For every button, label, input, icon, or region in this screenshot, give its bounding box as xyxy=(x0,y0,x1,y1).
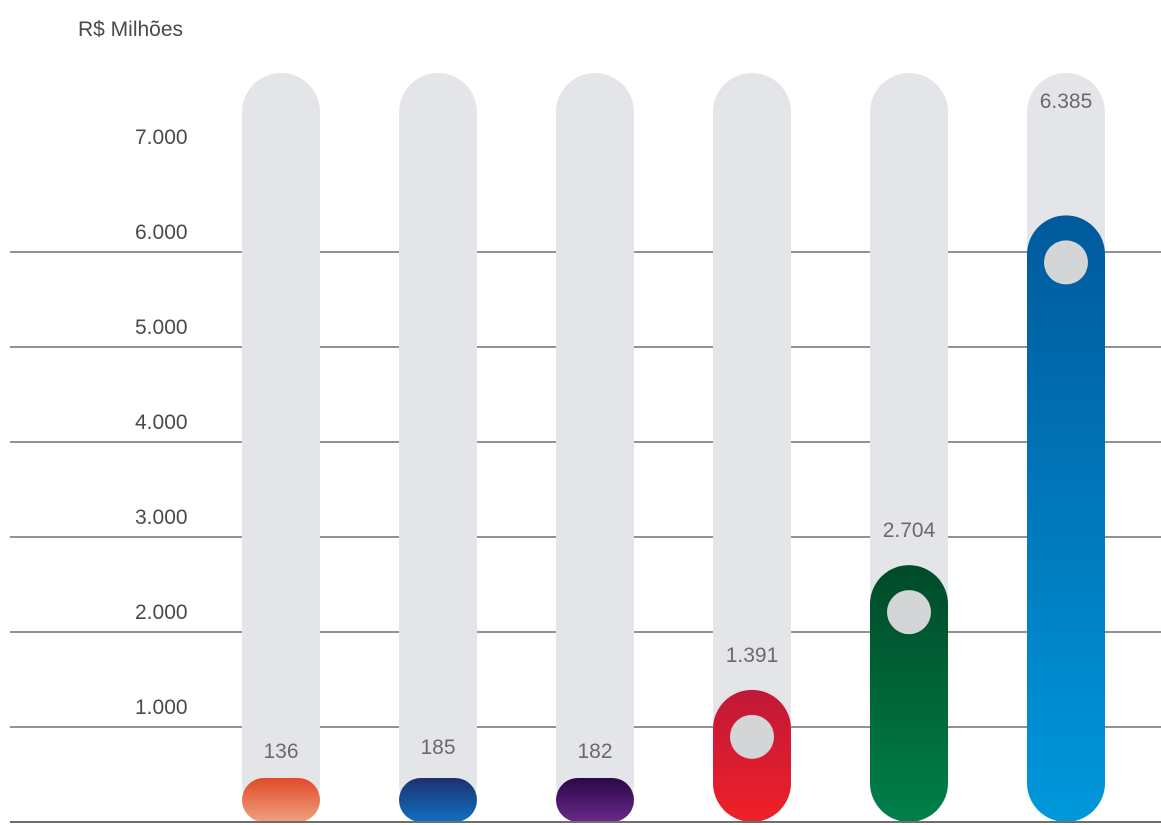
y-tick-label: 6.000 xyxy=(135,221,188,244)
bars xyxy=(242,215,1105,823)
value-label: 182 xyxy=(577,740,612,763)
bar-marker-dot xyxy=(1044,240,1088,285)
value-label: 185 xyxy=(420,736,455,759)
bar xyxy=(556,778,634,822)
y-tick-label: 4.000 xyxy=(135,411,188,434)
value-label: 2.704 xyxy=(883,519,936,542)
value-label: 136 xyxy=(263,740,298,763)
y-tick-label: 1.000 xyxy=(135,696,188,719)
value-labels: 136 185 182 1.391 2.704 6.385 xyxy=(263,90,1092,763)
value-label: 6.385 xyxy=(1040,90,1093,113)
y-tick-label: 7.000 xyxy=(135,126,188,149)
bar-marker-dot xyxy=(730,714,774,759)
y-tick-label: 5.000 xyxy=(135,316,188,339)
bar-track xyxy=(399,73,477,822)
bar xyxy=(1027,215,1105,823)
bar-tracks xyxy=(242,73,1105,822)
bar xyxy=(870,565,948,822)
bar xyxy=(242,778,320,822)
y-tick-label: 3.000 xyxy=(135,506,188,529)
bar-marker-dot xyxy=(887,590,931,635)
bar-track xyxy=(713,73,791,822)
bar-track xyxy=(556,73,634,822)
y-tick-label: 2.000 xyxy=(135,601,188,624)
bar-track xyxy=(242,73,320,822)
y-unit-label: R$ Milhões xyxy=(78,18,183,41)
bar xyxy=(399,778,477,822)
value-label: 1.391 xyxy=(726,644,779,667)
y-tick-labels: 1.000 2.000 3.000 4.000 5.000 6.000 7.000 xyxy=(135,126,188,719)
